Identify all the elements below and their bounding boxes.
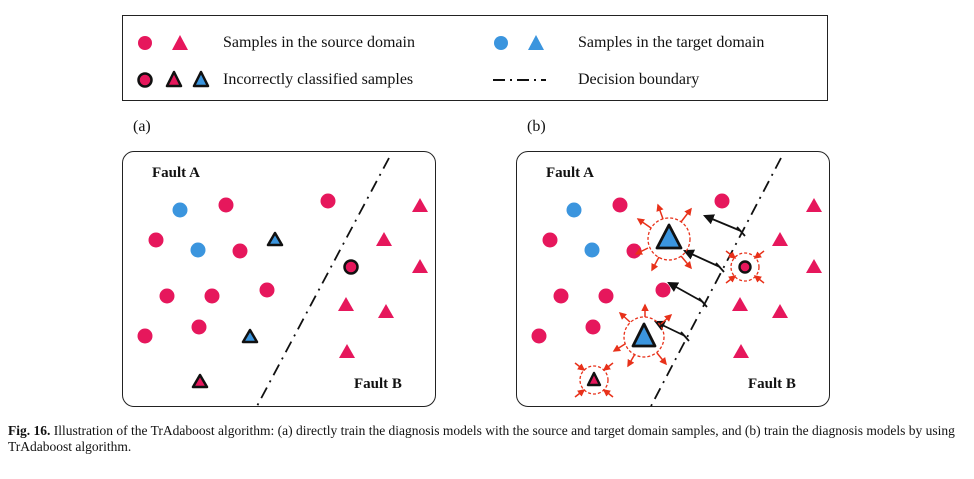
source-triangle — [772, 304, 788, 318]
source-sample — [148, 232, 164, 248]
legend-source-label: Samples in the source domain — [223, 34, 415, 51]
fault-b-label: Fault B — [354, 376, 402, 392]
fault-b-label: Fault B — [748, 376, 796, 392]
source-sample — [204, 288, 220, 304]
source-triangle — [772, 232, 788, 246]
weighted-target-sample-lower — [612, 303, 673, 368]
legend-incorrect-label: Incorrectly classified samples — [223, 71, 414, 88]
panel-a-plot — [137, 157, 428, 406]
panel-a: Fault A Fault B — [122, 151, 436, 407]
source-triangle — [806, 198, 822, 212]
source-sample — [191, 319, 207, 335]
source-triangle — [339, 344, 355, 358]
target-sample — [190, 242, 206, 258]
source-sample — [585, 319, 601, 335]
source-triangle — [376, 232, 392, 246]
incorrect-source-circle — [343, 259, 359, 275]
fault-a-label: Fault A — [152, 165, 200, 181]
legend-symbols — [137, 35, 546, 88]
legend-source-circle — [138, 36, 152, 50]
figure-caption-text: Illustration of the TrAdaboost algorithm… — [8, 423, 955, 454]
source-triangle — [338, 297, 354, 311]
target-sample — [584, 242, 600, 258]
weighted-target-sample-upper — [634, 203, 692, 272]
incorrect-target-triangle — [241, 328, 259, 344]
panel-b-label: (b) — [527, 118, 546, 135]
source-sample — [159, 288, 175, 304]
source-triangle — [412, 198, 428, 212]
legend-target-triangle — [528, 35, 544, 50]
source-sample — [218, 197, 234, 213]
source-triangle — [378, 304, 394, 318]
source-sample — [714, 193, 730, 209]
decision-boundary — [650, 157, 782, 406]
panel-b-plot — [531, 157, 822, 406]
source-triangle — [732, 297, 748, 311]
source-sample — [612, 197, 628, 213]
source-triangle — [733, 344, 749, 358]
boundary-shift-arrows — [654, 214, 746, 342]
source-sample — [626, 243, 642, 259]
panel-b: Fault A Fault B — [516, 151, 830, 407]
legend-incorrect-circle — [137, 72, 153, 88]
figure-number: Fig. 16. — [8, 423, 51, 438]
target-sample — [566, 202, 582, 218]
legend-incorrect-target-triangle — [192, 70, 210, 88]
weighted-incorrect-source-circle — [725, 250, 765, 284]
source-sample — [137, 328, 153, 344]
fault-a-label: Fault A — [546, 165, 594, 181]
source-sample — [655, 282, 671, 298]
source-sample — [598, 288, 614, 304]
decision-boundary — [256, 157, 390, 406]
legend-target-circle — [494, 36, 508, 50]
legend-boundary-label: Decision boundary — [578, 71, 700, 88]
panel-a-label: (a) — [133, 118, 151, 135]
legend-target-label: Samples in the target domain — [578, 34, 765, 51]
source-sample — [553, 288, 569, 304]
incorrect-source-triangle — [191, 373, 209, 389]
legend-incorrect-source-triangle — [165, 70, 183, 88]
legend-source-triangle — [172, 35, 188, 50]
source-sample — [232, 243, 248, 259]
figure-caption: Fig. 16. Illustration of the TrAdaboost … — [8, 423, 966, 455]
incorrect-target-triangle — [266, 231, 284, 247]
source-sample — [259, 282, 275, 298]
legend: Samples in the source domain Samples in … — [122, 15, 828, 101]
source-triangle — [806, 259, 822, 273]
source-sample — [542, 232, 558, 248]
target-sample — [172, 202, 188, 218]
source-triangle — [412, 259, 428, 273]
source-sample — [531, 328, 547, 344]
source-sample — [320, 193, 336, 209]
weighted-incorrect-source-triangle — [574, 362, 614, 398]
